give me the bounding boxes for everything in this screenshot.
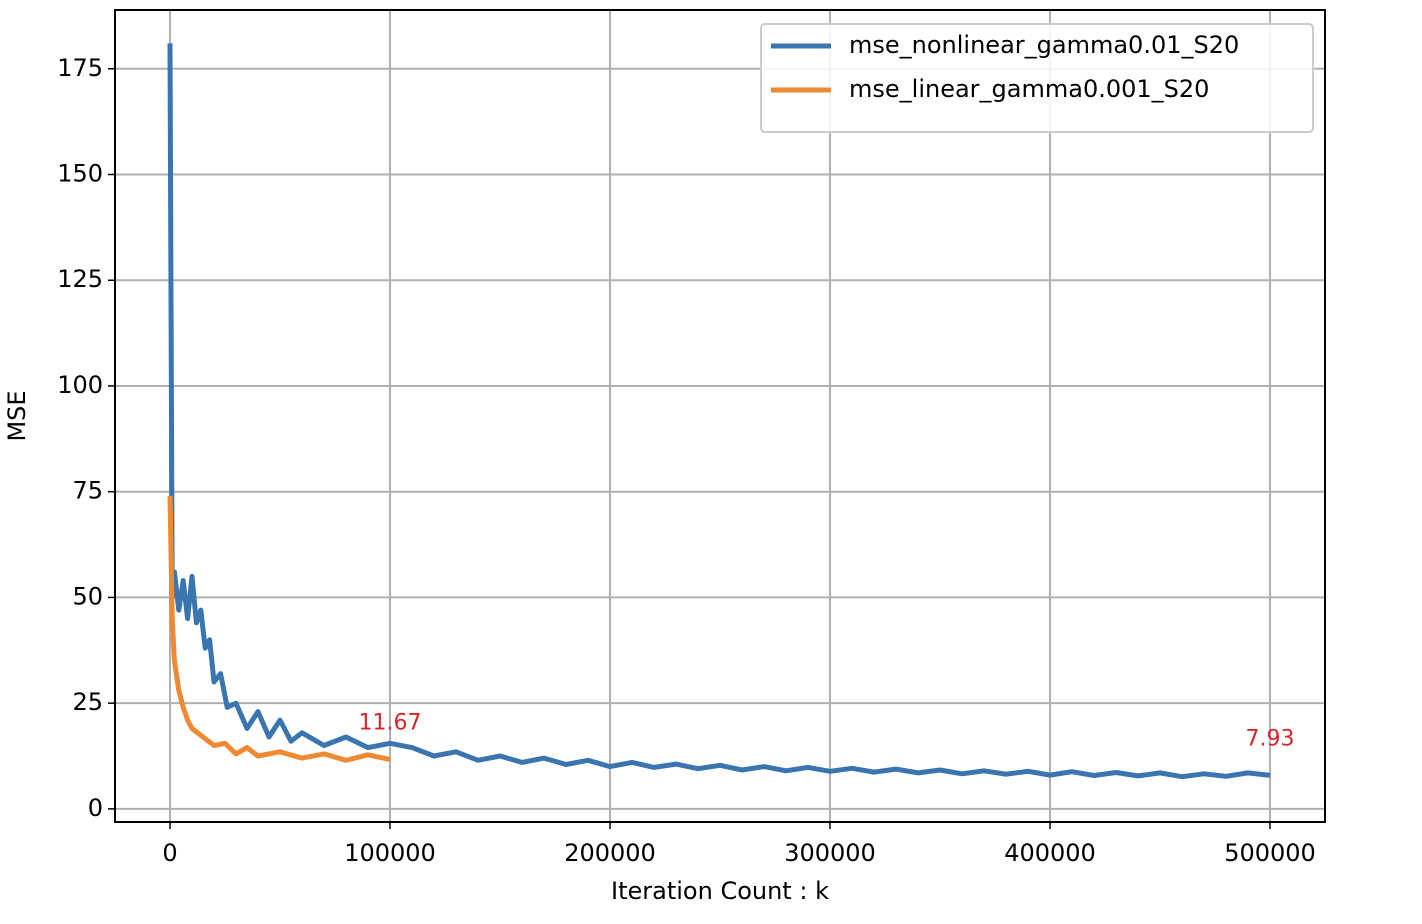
y-tick-label: 100 xyxy=(57,371,103,399)
x-axis-label: Iteration Count : k xyxy=(611,877,829,905)
data-line xyxy=(167,495,391,763)
x-tick-label: 200000 xyxy=(564,839,656,867)
x-tick-label: 100000 xyxy=(344,839,436,867)
y-tick-label: 175 xyxy=(57,54,103,82)
y-tick-label: 0 xyxy=(88,794,103,822)
legend-label: mse_linear_gamma0.001_S20 xyxy=(849,75,1209,103)
legend-label: mse_nonlinear_gamma0.01_S20 xyxy=(849,31,1239,59)
x-tick-label: 300000 xyxy=(784,839,876,867)
y-tick-label: 50 xyxy=(72,582,103,610)
y-tick-label: 75 xyxy=(72,477,103,505)
x-tick-label: 0 xyxy=(162,839,177,867)
x-tick-label: 400000 xyxy=(1004,839,1096,867)
y-tick-label: 25 xyxy=(72,688,103,716)
y-tick-label: 125 xyxy=(57,265,103,293)
legend: mse_nonlinear_gamma0.01_S20 mse_linear_ga… xyxy=(760,23,1314,133)
annotation: 7.93 xyxy=(1246,726,1295,751)
legend-box xyxy=(760,23,1314,133)
x-tick-label: 500000 xyxy=(1224,839,1316,867)
plot-frame xyxy=(114,9,1326,823)
data-line xyxy=(167,43,1271,780)
y-tick-label: 150 xyxy=(57,160,103,188)
y-axis-label: MSE xyxy=(3,390,31,441)
annotation: 11.67 xyxy=(359,711,422,736)
